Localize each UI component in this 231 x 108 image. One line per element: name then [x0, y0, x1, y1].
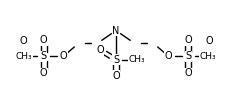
Text: N: N	[112, 25, 119, 36]
Text: O: O	[184, 35, 191, 45]
Text: CH₃: CH₃	[198, 52, 215, 61]
Text: O: O	[96, 45, 103, 55]
Text: O: O	[164, 51, 172, 61]
Text: S: S	[184, 51, 190, 61]
Text: O: O	[59, 51, 67, 61]
Text: S: S	[41, 51, 47, 61]
Text: S: S	[112, 55, 119, 65]
Text: O: O	[40, 68, 47, 78]
Text: CH₃: CH₃	[16, 52, 33, 61]
Text: O: O	[184, 68, 191, 78]
Text: O: O	[40, 35, 47, 45]
Text: O: O	[112, 71, 119, 81]
Text: O: O	[204, 36, 212, 46]
Text: O: O	[19, 36, 27, 46]
Text: CH₃: CH₃	[128, 55, 144, 64]
